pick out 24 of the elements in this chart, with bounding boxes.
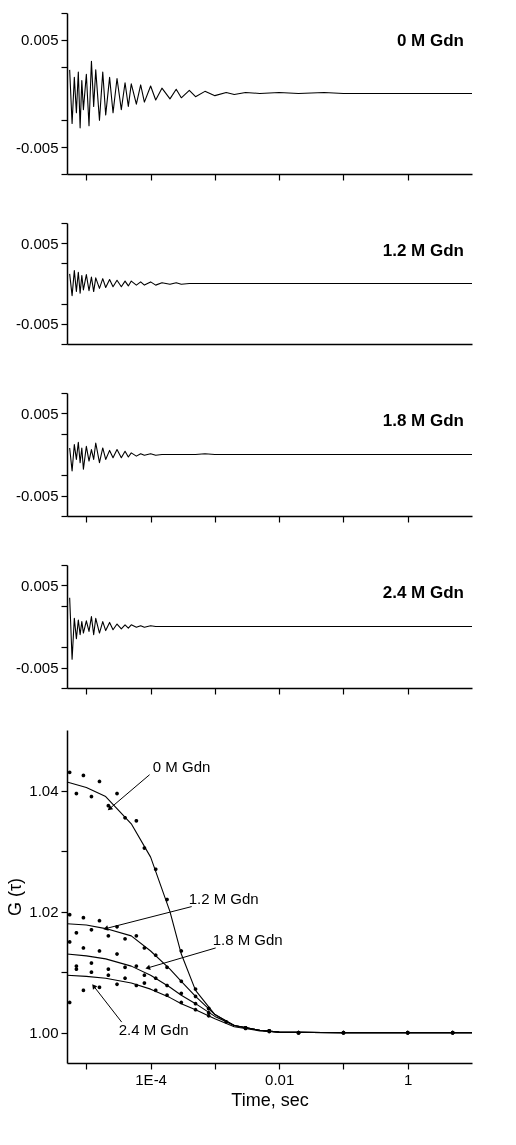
x-tick-label: 0.01: [265, 1070, 295, 1088]
x-tick-label: 1: [404, 1070, 413, 1088]
text: 0 M Gdn: [396, 31, 464, 50]
y-axis-title: G (τ): [5, 877, 26, 917]
y-tick-label: 0.005: [20, 577, 59, 594]
y-tick-label: -0.005: [15, 659, 59, 676]
y-tick-label: 0.005: [20, 405, 59, 422]
annotation: 1.8 M Gdn: [212, 930, 283, 948]
x-tick-label: 1E-4: [135, 1070, 167, 1088]
annotation: 2.4 M Gdn: [118, 1021, 189, 1039]
y-tick-label: 1.02: [29, 903, 59, 921]
x-axis-title: Time, sec: [231, 1089, 309, 1110]
y-tick-label: 0.005: [20, 234, 59, 252]
y-tick-label: 1.00: [29, 1024, 59, 1042]
text: 1.2 M Gdn: [382, 241, 464, 260]
y-tick-label: 1.04: [29, 782, 59, 800]
annotation: 1.2 M Gdn: [188, 889, 259, 907]
y-tick-label: -0.005: [15, 138, 59, 156]
text: 1.8 M Gdn: [382, 411, 464, 430]
annotation: 0 M Gdn: [152, 757, 211, 775]
y-tick-label: 0.005: [20, 31, 59, 49]
y-tick-label: -0.005: [15, 315, 59, 333]
text: 2.4 M Gdn: [382, 583, 464, 602]
y-tick-label: -0.005: [15, 487, 59, 504]
